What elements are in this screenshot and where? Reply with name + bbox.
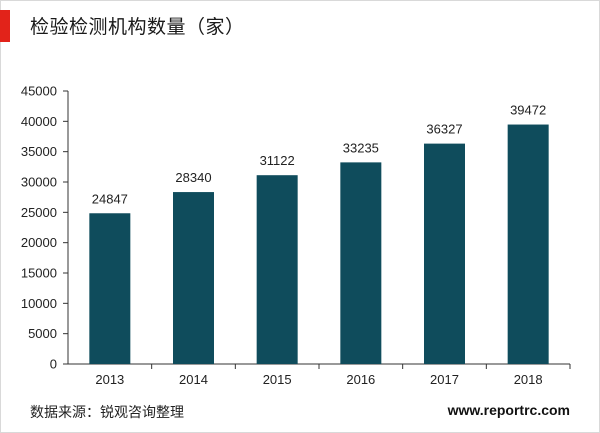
y-tick-label: 30000 [21, 175, 57, 190]
data-label: 39472 [510, 103, 546, 118]
x-tick-label: 2017 [430, 372, 459, 387]
data-source-note: 数据来源：锐观咨询整理 [30, 405, 184, 421]
bar [507, 124, 549, 364]
data-label: 33235 [343, 140, 379, 155]
y-tick-label: 25000 [21, 205, 57, 220]
y-tick-label: 0 [50, 357, 57, 372]
chart-title: 检验检测机构数量（家） [30, 16, 245, 38]
y-tick-label: 5000 [28, 326, 57, 341]
title-accent-bar [0, 10, 10, 42]
y-tick-label: 40000 [21, 114, 57, 129]
x-tick-label: 2018 [514, 372, 543, 387]
x-tick-label: 2014 [179, 372, 208, 387]
data-label: 24847 [92, 191, 128, 206]
data-label: 31122 [260, 153, 295, 168]
bar [424, 143, 465, 364]
y-tick-label: 20000 [21, 235, 57, 250]
x-tick-label: 2016 [346, 372, 375, 387]
bar [256, 175, 298, 364]
website-link[interactable]: www.reportrc.com [447, 402, 570, 418]
x-tick-label: 2015 [263, 372, 292, 387]
y-tick-label: 35000 [21, 144, 57, 159]
data-label: 36327 [426, 122, 462, 137]
bar [173, 192, 214, 364]
bar [89, 213, 131, 364]
bar [340, 162, 382, 364]
y-tick-label: 10000 [21, 296, 57, 311]
data-label: 28340 [175, 170, 211, 185]
y-tick-label: 15000 [21, 266, 57, 281]
y-tick-label: 45000 [21, 84, 57, 99]
x-tick-label: 2013 [95, 372, 124, 387]
